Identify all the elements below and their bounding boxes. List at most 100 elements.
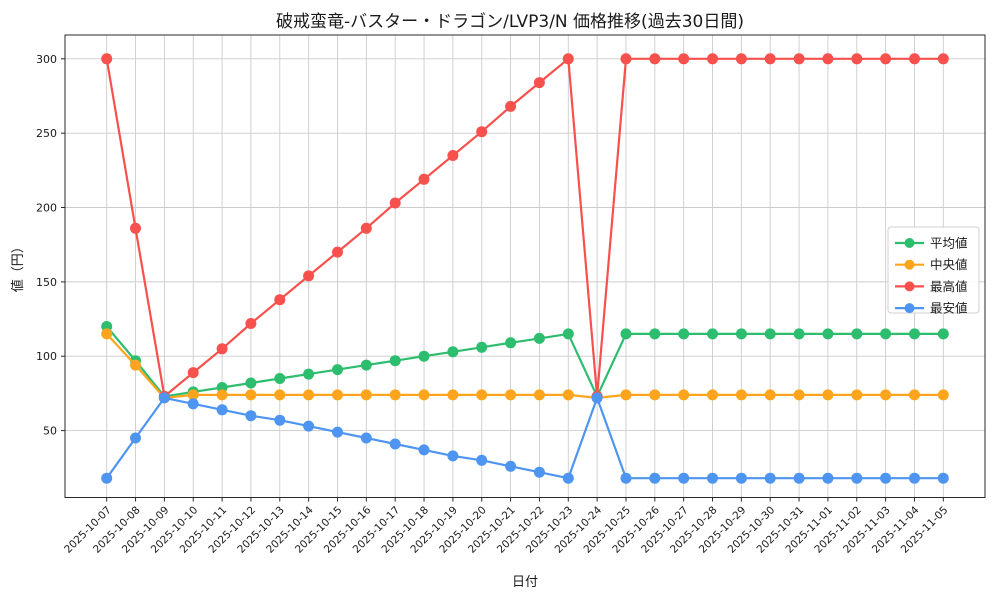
chart-title: 破戒蛮竜-バスター・ドラゴン/LVP3/N 価格推移(過去30日間) (276, 11, 744, 32)
data-point (418, 444, 430, 456)
legend-label: 平均値 (930, 236, 968, 251)
y-axis-label: 値（円） (10, 240, 26, 292)
data-point (476, 454, 488, 466)
data-point (678, 53, 690, 65)
data-point (505, 337, 517, 349)
data-point (505, 389, 517, 401)
data-point (735, 328, 747, 340)
data-point (187, 367, 199, 379)
data-point (303, 368, 315, 380)
data-point (678, 328, 690, 340)
data-point (245, 377, 257, 389)
data-point (620, 472, 632, 484)
data-point (158, 392, 170, 404)
data-point (649, 389, 661, 401)
data-point (735, 53, 747, 65)
data-point (620, 328, 632, 340)
data-point (620, 53, 632, 65)
data-point (735, 389, 747, 401)
data-point (909, 328, 920, 340)
data-point (707, 53, 718, 65)
data-point (418, 350, 430, 362)
data-point (822, 53, 834, 65)
data-point (303, 420, 315, 432)
data-point (360, 359, 372, 371)
data-point (533, 77, 545, 89)
data-point (332, 364, 343, 376)
data-point (389, 389, 401, 401)
data-point (505, 100, 517, 112)
data-point (130, 359, 141, 371)
data-point (274, 373, 286, 384)
data-point (245, 318, 257, 329)
data-point (274, 294, 286, 306)
data-point (245, 410, 257, 422)
data-point (303, 270, 315, 282)
data-point (793, 328, 805, 340)
data-point (649, 472, 661, 484)
legend-marker-dot (904, 259, 915, 270)
data-point (216, 343, 228, 355)
data-point (649, 53, 661, 65)
data-point (476, 389, 488, 401)
data-point (822, 328, 834, 340)
y-tick-label: 250 (36, 127, 57, 140)
data-point (707, 389, 718, 401)
data-point (274, 389, 286, 401)
y-tick-label: 200 (36, 202, 57, 215)
data-point (101, 328, 113, 340)
data-point (735, 472, 747, 484)
data-point (822, 472, 834, 484)
data-point (447, 389, 459, 401)
data-point (851, 389, 863, 401)
data-point (880, 472, 892, 484)
series-最高値 (101, 53, 949, 402)
data-point (937, 328, 949, 340)
series-line (105, 57, 945, 398)
data-point (793, 389, 805, 401)
y-tick-label: 150 (36, 276, 57, 289)
data-point (274, 414, 286, 426)
data-point (389, 197, 401, 209)
data-point (303, 389, 315, 401)
data-point (937, 472, 949, 484)
data-point (130, 432, 141, 444)
data-point (476, 126, 488, 138)
data-point (707, 328, 718, 340)
data-point (332, 426, 343, 438)
y-tick-label: 300 (36, 53, 57, 66)
series-line (105, 396, 945, 480)
data-point (360, 432, 372, 444)
y-tick-label: 100 (36, 350, 57, 363)
data-point (447, 346, 459, 358)
y-tick-label: 50 (43, 425, 57, 438)
data-point (880, 389, 892, 401)
data-point (620, 389, 632, 401)
data-point (533, 332, 545, 344)
data-point (447, 450, 459, 462)
data-point (562, 328, 574, 340)
data-point (937, 389, 949, 401)
series-line (105, 325, 945, 398)
data-point (360, 389, 372, 401)
data-point (851, 328, 863, 340)
data-point (418, 389, 430, 401)
data-point (533, 389, 545, 401)
grid (65, 35, 985, 498)
data-point (216, 404, 228, 416)
data-point (764, 472, 776, 484)
data-point (678, 389, 690, 401)
data-point (505, 460, 517, 472)
data-point (101, 472, 113, 484)
legend-label: 最安値 (930, 301, 968, 316)
data-point (851, 53, 863, 65)
data-point (909, 472, 920, 484)
data-point (130, 222, 141, 234)
data-point (793, 472, 805, 484)
legend-marker-dot (904, 281, 915, 292)
data-point (937, 53, 949, 65)
data-point (909, 53, 920, 65)
data-point (101, 53, 113, 65)
